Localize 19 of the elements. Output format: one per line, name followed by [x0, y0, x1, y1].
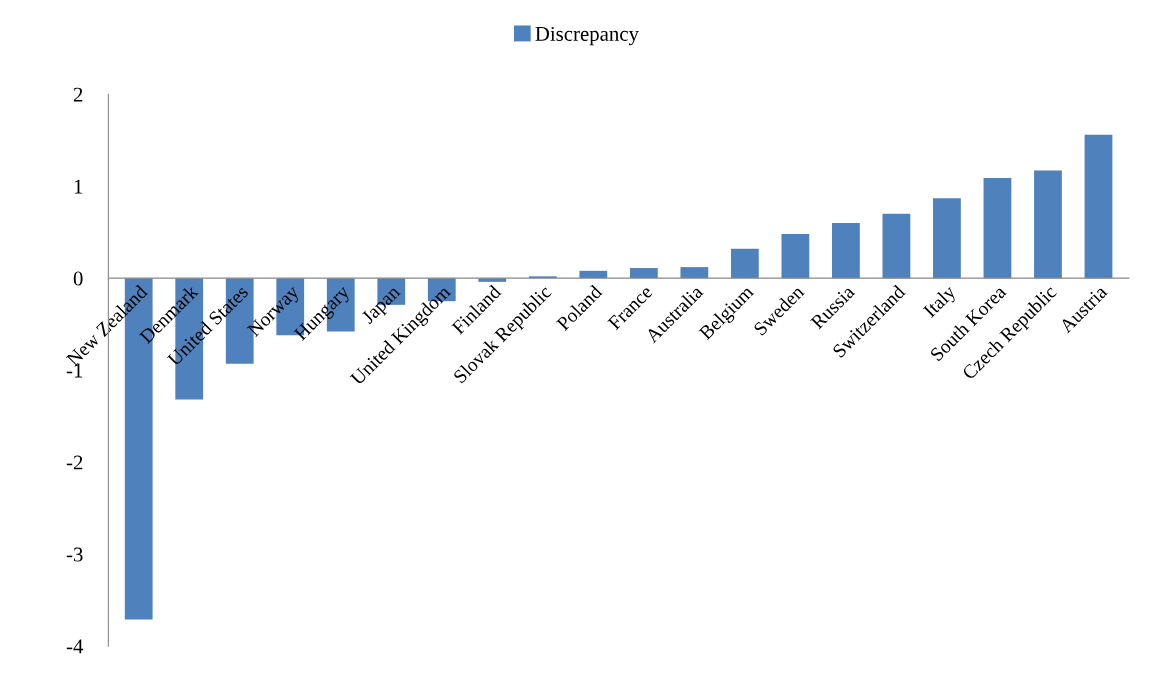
bar [933, 198, 961, 279]
y-tick-label: 1 [74, 179, 83, 194]
bar [730, 248, 759, 279]
bar [680, 267, 709, 279]
bar [832, 222, 860, 279]
y-tick-label: -4 [66, 639, 84, 654]
y-tick-label: -3 [66, 547, 83, 562]
bar [781, 234, 810, 279]
bar [1034, 170, 1062, 279]
legend-label: Discrepancy [535, 26, 639, 46]
y-tick-label: 2 [73, 87, 83, 102]
y-tick-label: -2 [66, 455, 83, 470]
bar [629, 268, 658, 279]
y-tick-label: 0 [73, 271, 83, 286]
bar [1084, 134, 1113, 279]
bar [983, 177, 1012, 279]
bar [579, 270, 608, 279]
bar [882, 213, 911, 279]
x-tick-label: Italy [922, 283, 960, 321]
